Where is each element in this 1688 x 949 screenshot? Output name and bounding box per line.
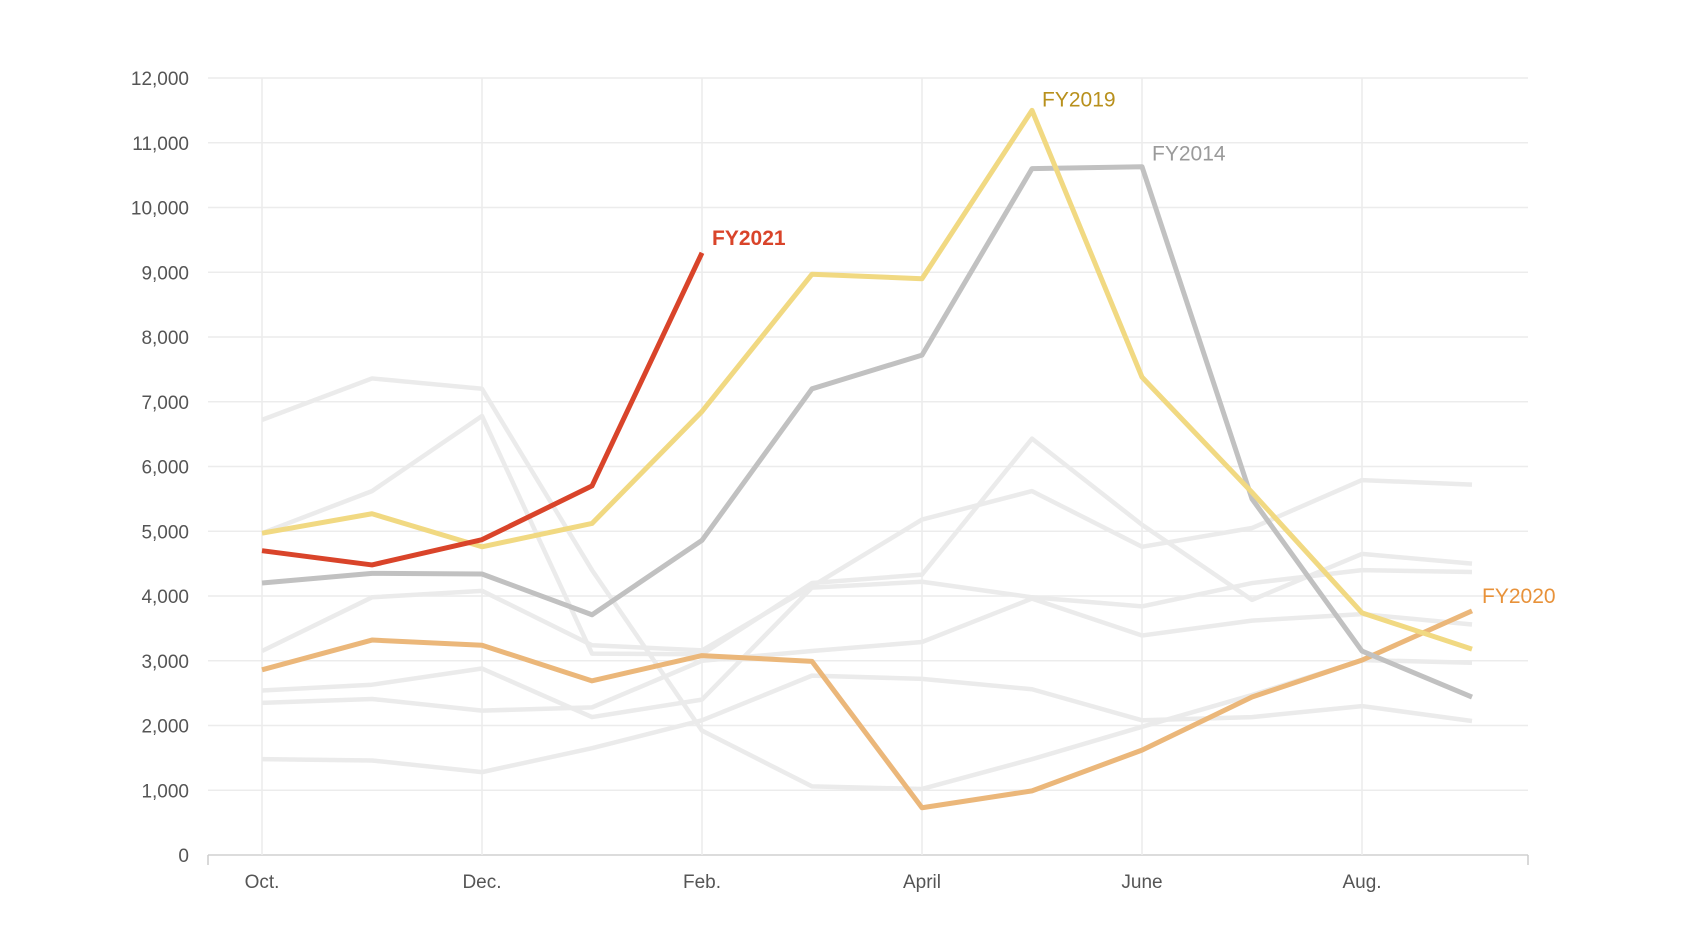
series-line-other-2 <box>261 413 1473 657</box>
y-tick-label: 7,000 <box>141 393 189 414</box>
grid: 0 1,000 2,000 3,000 4,000 5,000 6,000 7,000 8,00… <box>131 69 1529 893</box>
x-tick-label: Aug. <box>1342 872 1381 893</box>
series-label-fy2019: FY2019 <box>1042 88 1116 111</box>
y-tick-label: 5,000 <box>141 522 189 543</box>
x-tick-label: June <box>1121 872 1162 893</box>
series-label-fy2014: FY2014 <box>1152 143 1226 166</box>
y-tick-label: 9,000 <box>141 263 189 284</box>
y-tick-label: 0 <box>178 846 189 867</box>
series-label-fy2020: FY2020 <box>1482 585 1556 608</box>
series-labels: FY2020 FY2014 FY2019 FY2021 <box>712 88 1556 608</box>
y-tick-label: 11,000 <box>132 134 189 155</box>
series-line-other-3 <box>261 477 1473 654</box>
y-tick-label: 3,000 <box>141 652 189 673</box>
series-line-other-5 <box>261 596 1473 713</box>
y-tick-label: 8,000 <box>141 328 189 349</box>
y-tick-label: 6,000 <box>141 458 189 479</box>
y-tick-label: 1,000 <box>141 781 189 802</box>
x-tick-label: Dec. <box>462 872 501 893</box>
y-tick-label: 4,000 <box>141 587 189 608</box>
y-tick-label: 2,000 <box>141 717 189 738</box>
series-line-fy2019 <box>261 107 1473 652</box>
x-tick-label: April <box>903 872 941 893</box>
series-line-other-4 <box>261 567 1473 720</box>
series-line-fy2020 <box>261 608 1474 811</box>
y-tick-label: 10,000 <box>131 199 189 220</box>
series-line-fy2014 <box>261 164 1473 700</box>
series-label-fy2021: FY2021 <box>712 227 786 250</box>
x-tick-label: Feb. <box>683 872 721 893</box>
series-line-fy2021 <box>261 251 705 568</box>
series-line-other-6 <box>261 673 1473 775</box>
y-tick-label: 12,000 <box>131 69 189 90</box>
series-lines <box>261 107 1474 811</box>
x-tick-label: Oct. <box>245 872 280 893</box>
